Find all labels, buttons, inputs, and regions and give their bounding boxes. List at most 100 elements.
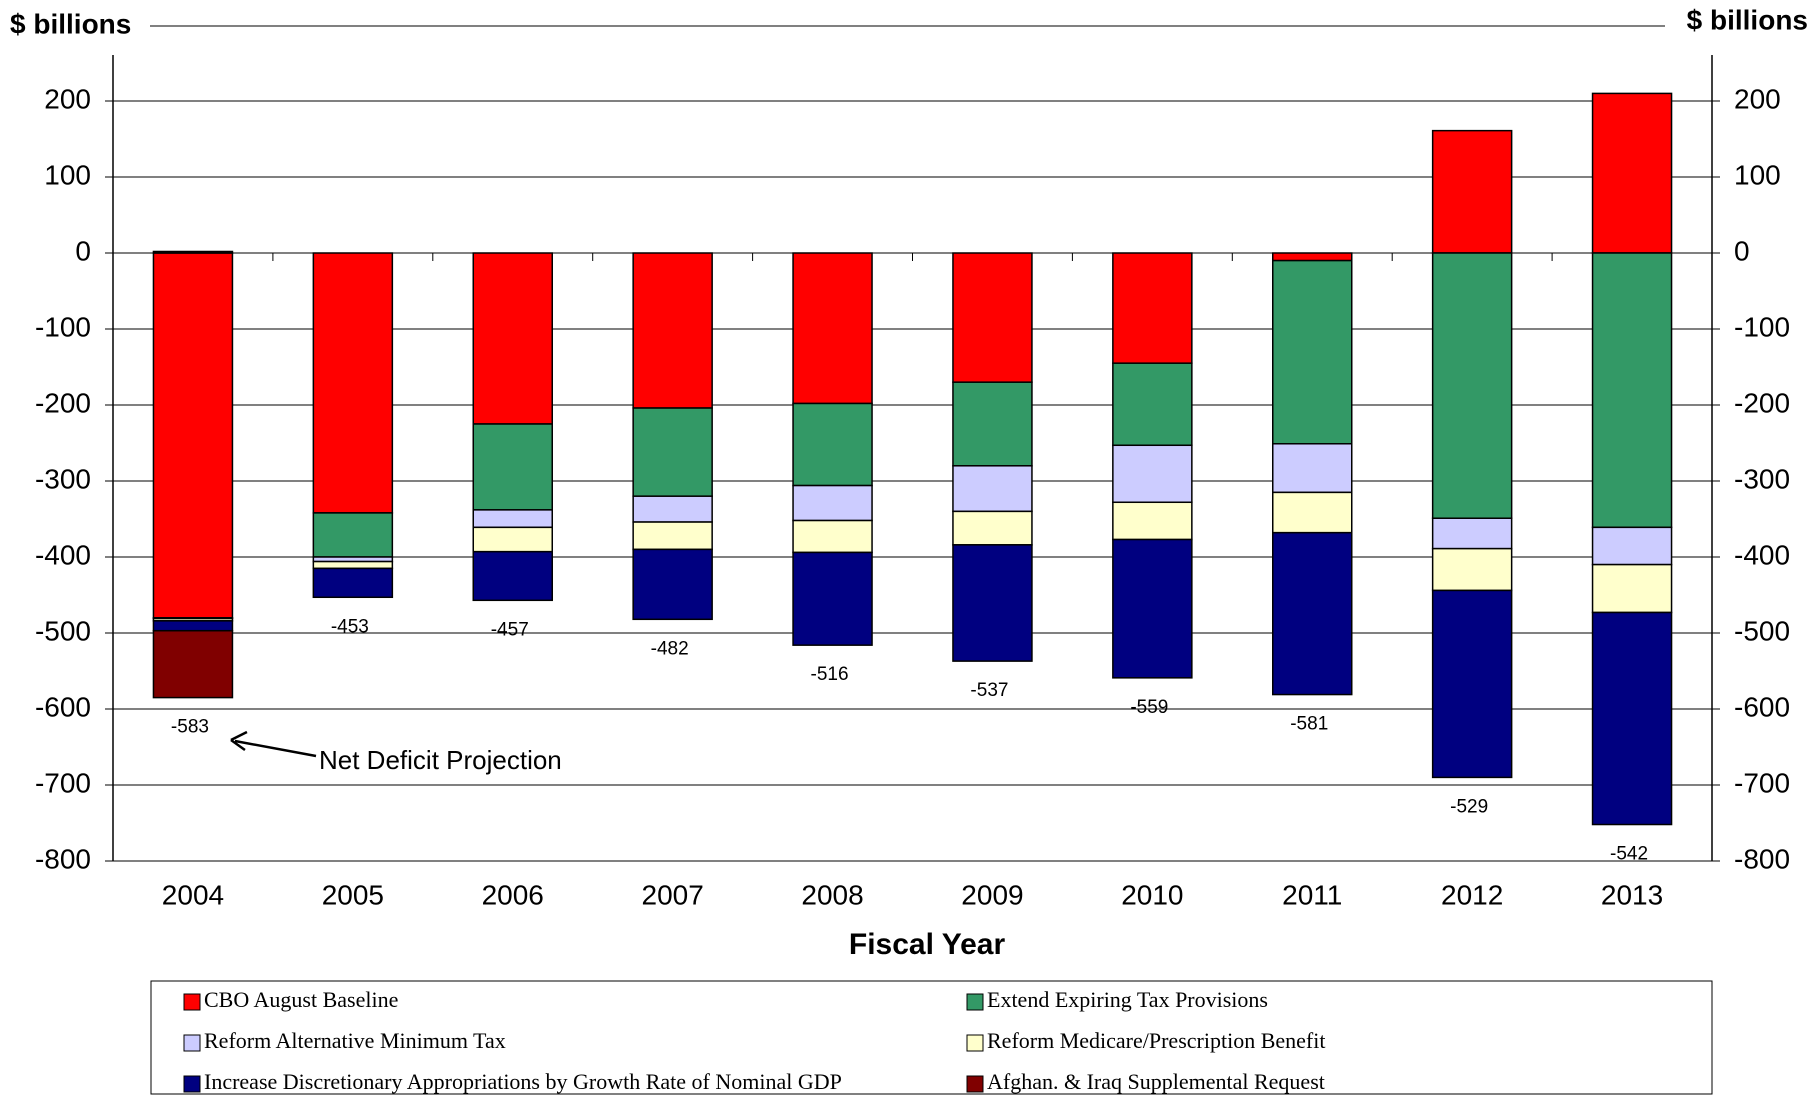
bar-segment: [1591, 252, 1673, 529]
y-tick-label: 0: [75, 235, 91, 266]
legend-swatch: [183, 993, 201, 1011]
bar-segment: [472, 509, 553, 529]
bar-segment: [632, 252, 713, 409]
y-tick-label: 200: [44, 83, 91, 114]
x-tick-label: 2011: [1282, 879, 1342, 910]
bar-segment: [632, 521, 713, 551]
legend-box: [150, 980, 1713, 1095]
bar-segment: [472, 252, 553, 425]
x-tick-label: 2006: [482, 879, 544, 910]
y-tick-label: -800: [35, 843, 91, 874]
bar-segment: [1431, 129, 1513, 254]
total-label: -542: [1610, 844, 1648, 865]
bar-segment: [1591, 526, 1673, 566]
x-tick-label: 2007: [642, 879, 704, 910]
bar-segment: [152, 250, 234, 254]
total-label: -453: [331, 616, 369, 637]
legend-swatch: [183, 1034, 201, 1052]
y-tick-label: -100: [35, 311, 91, 342]
bar-segment: [1112, 538, 1193, 679]
total-label: -583: [171, 717, 209, 738]
bar-segment: [792, 252, 873, 405]
bar-segment: [1431, 517, 1513, 550]
bar-segment: [952, 544, 1033, 662]
legend-label: Afghan. & Iraq Supplemental Request: [987, 1069, 1325, 1094]
y-tick-label: -400: [35, 539, 91, 570]
annotation-arrowhead: [230, 730, 248, 752]
bar-segment: [1272, 443, 1353, 494]
total-label: -529: [1450, 796, 1488, 817]
legend-label: Reform Medicare/Prescription Benefit: [987, 1028, 1325, 1053]
y-tick-label: -500: [35, 615, 91, 646]
bar-segment: [1272, 531, 1353, 696]
bar-segment: [952, 510, 1033, 546]
bar-segment: [1272, 259, 1353, 445]
bar-segment: [1591, 92, 1673, 254]
bar-segment: [312, 512, 394, 558]
bar-segment: [472, 550, 553, 602]
legend-label: CBO August Baseline: [204, 987, 398, 1012]
bar-segment: [632, 548, 713, 621]
x-axis-label: Fiscal Year: [849, 928, 1006, 961]
annotation: Net Deficit Projection: [319, 745, 562, 775]
bar-segment: [792, 551, 873, 646]
y2-tick-label: -100: [1734, 311, 1790, 342]
bar-segment: [952, 465, 1033, 513]
x-tick-label: 2012: [1441, 879, 1503, 910]
bar-segment: [632, 495, 713, 523]
x-tick-label: 2010: [1121, 879, 1183, 910]
bar-segment: [312, 567, 394, 599]
bar-segment: [312, 560, 394, 570]
bar-segment: [1112, 252, 1193, 364]
bar-segment: [792, 402, 873, 487]
y2-tick-label: -400: [1734, 539, 1790, 570]
legend-label: Extend Expiring Tax Provisions: [987, 987, 1268, 1012]
x-tick-label: 2008: [801, 879, 863, 910]
bar-segment: [792, 519, 873, 554]
x-tick-label: 2009: [961, 879, 1023, 910]
legend-label: Increase Discretionary Appropriations by…: [204, 1069, 842, 1094]
y2-tick-label: -300: [1734, 463, 1790, 494]
legend-swatch: [183, 1075, 201, 1093]
legend-label: Reform Alternative Minimum Tax: [204, 1028, 506, 1053]
total-label: -537: [970, 680, 1008, 701]
y2-axis-label: $ billions: [1687, 4, 1808, 35]
bar-segment: [1272, 491, 1353, 534]
total-label: -457: [491, 619, 529, 640]
legend-swatch: [966, 993, 984, 1011]
bar-segment: [1431, 252, 1513, 519]
bar-segment: [312, 252, 394, 514]
y-tick-label: -300: [35, 463, 91, 494]
y2-tick-label: -600: [1734, 691, 1790, 722]
x-tick-label: 2005: [322, 879, 384, 910]
y-tick-label: -700: [35, 767, 91, 798]
total-label: -559: [1130, 697, 1168, 718]
annotation-arrow: [234, 739, 317, 758]
bar-segment: [1431, 547, 1513, 592]
bar-segment: [152, 252, 234, 619]
bar-segment: [1591, 563, 1673, 614]
bar-segment: [952, 381, 1033, 467]
bar-segment: [952, 252, 1033, 383]
y2-tick-label: 200: [1734, 83, 1781, 114]
bar-segment: [1112, 501, 1193, 541]
total-label: -581: [1290, 714, 1328, 735]
y-tick-label: 100: [44, 159, 91, 190]
y-tick-label: -200: [35, 387, 91, 418]
y2-tick-label: -700: [1734, 767, 1790, 798]
bar-segment: [1112, 362, 1193, 447]
y2-tick-label: -200: [1734, 387, 1790, 418]
y-tick-label: -600: [35, 691, 91, 722]
bar-segment: [152, 620, 234, 632]
bar-segment: [632, 407, 713, 497]
bar-segment: [152, 629, 234, 699]
y2-tick-label: -500: [1734, 615, 1790, 646]
bar-segment: [1112, 444, 1193, 504]
bar-segment: [472, 423, 553, 511]
bar-segment: [792, 484, 873, 522]
bar-segment: [472, 526, 553, 553]
y2-tick-label: 100: [1734, 159, 1781, 190]
x-tick-label: 2004: [162, 879, 224, 910]
bar-segment: [1272, 252, 1353, 262]
